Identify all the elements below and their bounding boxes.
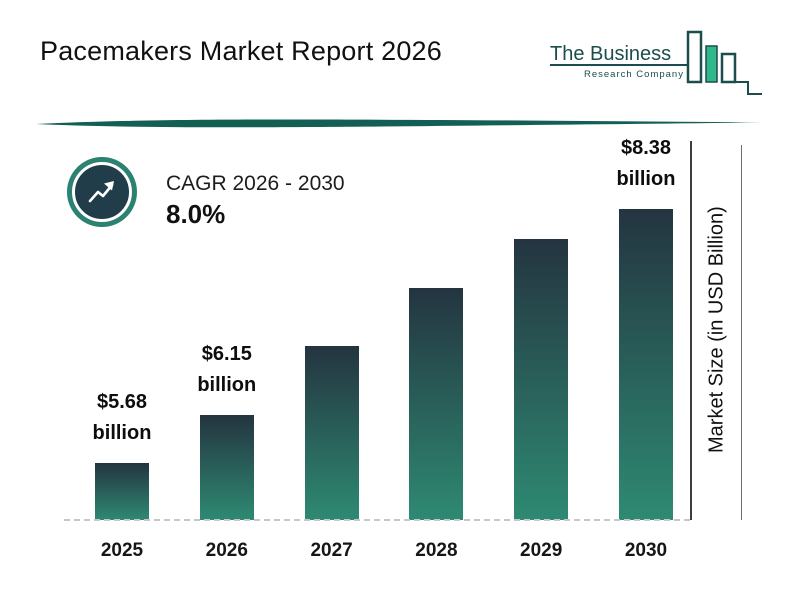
bar-2028 [409, 288, 464, 520]
bar-chart: $5.68 billion 2025 $6.15 billion 2026 2027 2028… [93, 137, 676, 561]
x-axis-dashed-baseline [64, 519, 690, 521]
y-axis-line [690, 141, 692, 520]
value-label-2025: $5.68 billion [92, 391, 152, 444]
bar-chart-logo-icon: The Business Research Company [550, 30, 762, 95]
x-tick-2029: 2029 [520, 540, 563, 561]
bar-column-2026: $6.15 billion 2026 [197, 140, 256, 561]
bar-2027 [304, 346, 359, 520]
x-tick-2025: 2025 [100, 540, 144, 561]
bar-column-2030: $8.38 billion 2030 [617, 137, 676, 561]
x-tick-2030: 2030 [624, 540, 668, 561]
x-tick-2027: 2027 [310, 540, 353, 561]
bar-2029 [514, 239, 569, 520]
trending-up-icon [88, 181, 114, 203]
divider-line [36, 117, 764, 131]
bar-column-2027: 2027 [304, 140, 359, 561]
company-logo: The Business Research Company [548, 30, 764, 108]
cagr-badge [72, 162, 132, 222]
y-axis-label: Market Size (in USD Billion) [705, 206, 728, 454]
x-tick-2028: 2028 [415, 540, 458, 561]
bar-2025 [95, 463, 149, 520]
logo-line2: Research Company [584, 69, 684, 80]
x-tick-2026: 2026 [205, 540, 248, 561]
bar-2030 [618, 209, 673, 520]
bar-2026 [199, 415, 254, 520]
cagr-value: 8.0% [166, 199, 226, 229]
logo-line1: The Business [550, 43, 671, 65]
value-label-2030: $8.38 billion [616, 137, 676, 190]
bar-column-2025: $5.68 billion 2025 [93, 140, 152, 561]
value-label-2026: $6.15 billion [197, 343, 257, 396]
page-title: Pacemakers Market Report 2026 [40, 36, 442, 66]
y-axis-border-line [741, 145, 742, 520]
bar-column-2029: 2029 [514, 140, 569, 561]
cagr-label: CAGR 2026 - 2030 [166, 172, 345, 195]
bar-column-2028: 2028 [409, 140, 464, 561]
